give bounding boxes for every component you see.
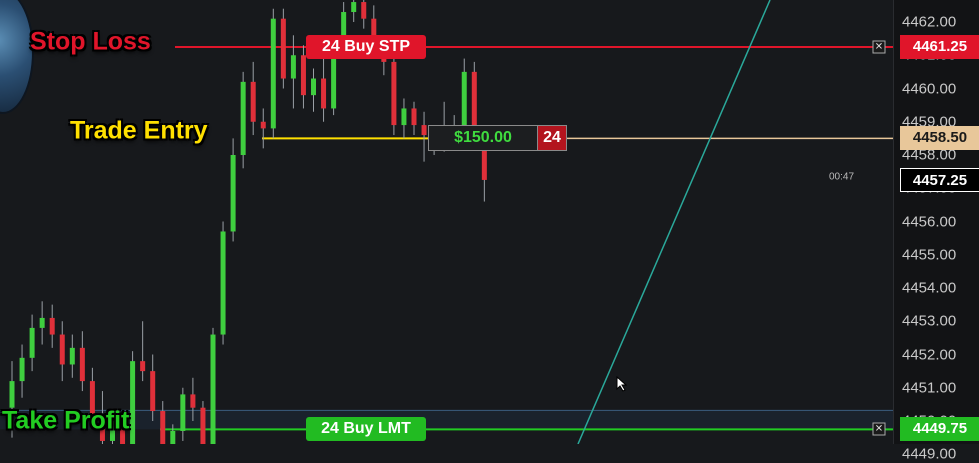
- price-tick-label: 4449.00: [902, 445, 957, 463]
- candle-body: [411, 108, 417, 126]
- take-profit-annotation: Take Profit: [2, 406, 130, 435]
- limit-order-tag[interactable]: 24 Buy LMT: [306, 417, 426, 442]
- price-axis[interactable]: 4462.004461.004460.004459.004458.004457.…: [893, 0, 979, 463]
- candle-body: [391, 61, 397, 126]
- candle-body: [89, 381, 95, 415]
- trade-entry-annotation: Trade Entry: [70, 116, 208, 145]
- price-tick-label: 4451.00: [902, 379, 957, 397]
- candle-body: [471, 71, 477, 139]
- candle-body: [140, 361, 146, 372]
- limit-price-label: 4449.75: [900, 417, 979, 442]
- candle-body: [230, 155, 236, 232]
- candle-body: [200, 407, 206, 444]
- candle-body: [461, 71, 467, 136]
- candle-body: [170, 430, 176, 444]
- price-tick-label: 4458.00: [902, 146, 957, 164]
- candle-body: [341, 12, 347, 49]
- price-tick-label: 4459.00: [902, 113, 957, 131]
- price-tick-label: 4456.00: [902, 213, 957, 230]
- candle-body: [99, 414, 105, 441]
- candle-body: [481, 138, 487, 180]
- mouse-cursor-icon: [616, 376, 628, 392]
- price-tick-label: 4462.00: [902, 13, 957, 31]
- candle-body: [250, 81, 256, 122]
- candle-body: [29, 327, 35, 358]
- stop-price-label: 4461.25: [900, 34, 979, 59]
- position-quantity: 24: [538, 125, 567, 152]
- candle-body: [421, 125, 427, 136]
- candle-body: [401, 108, 407, 126]
- candlestick-chart: [0, 0, 893, 444]
- candle-body: [311, 78, 316, 96]
- candle-body: [160, 411, 166, 444]
- candle-body: [321, 78, 327, 109]
- candle-body: [79, 347, 85, 382]
- cancel-limit-order-icon[interactable]: ✕: [872, 422, 886, 436]
- candle-body: [150, 371, 156, 412]
- price-tick-label: 4453.00: [902, 312, 957, 330]
- entry-price-label: 4458.50: [900, 126, 979, 151]
- price-tick-label: 4452.00: [902, 346, 957, 363]
- candle-body: [190, 394, 196, 408]
- candle-body: [220, 231, 226, 335]
- candle-body: [49, 317, 55, 335]
- stop-loss-annotation: Stop Loss: [30, 27, 151, 56]
- candle-body: [300, 55, 306, 96]
- candle-body: [9, 381, 15, 408]
- last-price-label: 4457.25: [900, 167, 979, 192]
- candle-body: [331, 48, 337, 109]
- candle-body: [180, 394, 186, 431]
- candle-body: [130, 361, 136, 444]
- candle-body: [110, 421, 115, 441]
- candle-body: [69, 347, 75, 365]
- price-tick-label: 4460.00: [902, 80, 957, 97]
- candle-body: [351, 2, 357, 13]
- stop-order-tag[interactable]: 24 Buy STP: [306, 34, 426, 59]
- candle-body: [361, 2, 367, 19]
- price-tick-label: 4454.00: [902, 279, 957, 297]
- cancel-stop-order-icon[interactable]: ✕: [872, 40, 886, 54]
- candle-body: [59, 334, 65, 365]
- price-tick-label: 4455.00: [902, 246, 957, 264]
- position-pnl: $150.00: [428, 125, 538, 152]
- order-zone-shade: [0, 410, 893, 430]
- candle-body: [210, 334, 216, 444]
- candle-body: [280, 18, 286, 79]
- candle-body: [371, 18, 377, 46]
- trendline: [577, 0, 771, 444]
- candle-body: [290, 55, 296, 79]
- candle-body: [260, 121, 266, 129]
- candle-body: [240, 81, 246, 155]
- price-chart[interactable]: Stop Loss Trade Entry Take Profit 24 Buy…: [0, 0, 893, 444]
- candle-body: [19, 357, 25, 382]
- candle-body: [39, 317, 45, 328]
- candle-body: [270, 18, 276, 129]
- bar-timer: 00:47: [829, 171, 855, 183]
- entry-position-tag[interactable]: $150.00 24: [428, 125, 567, 152]
- candle-body: [120, 421, 126, 444]
